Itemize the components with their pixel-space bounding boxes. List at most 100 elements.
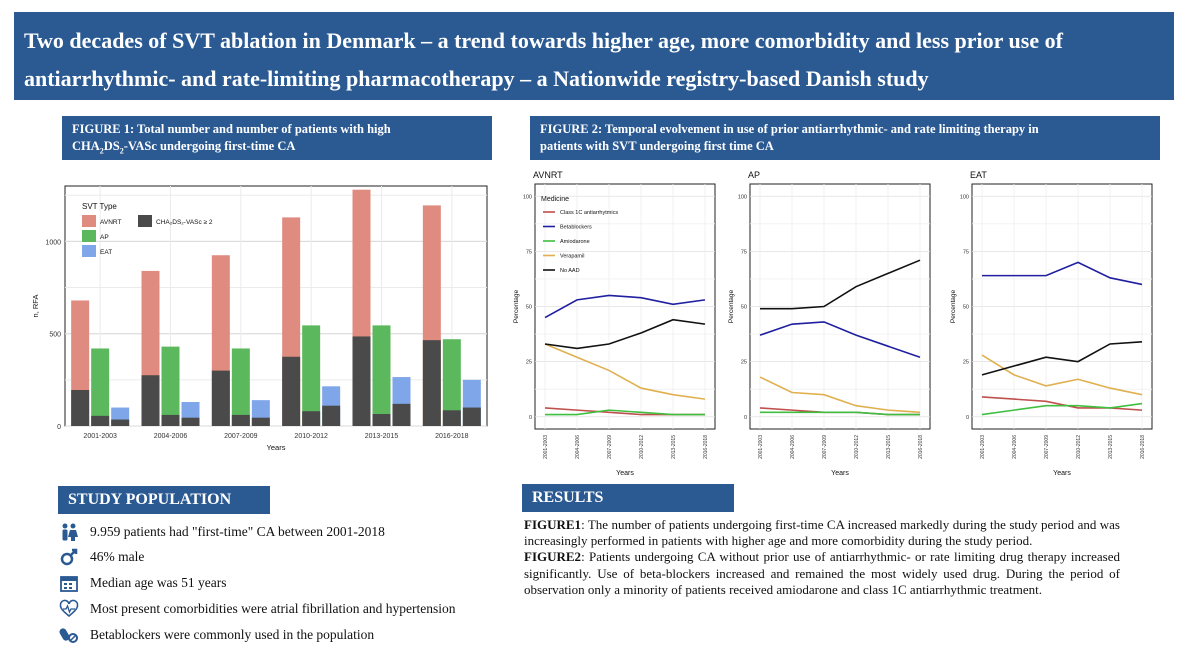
fig1-bar-cha-avnrt — [141, 375, 160, 426]
fig1-legend-title: SVT Type — [82, 202, 117, 211]
study-item-patients: 9.959 patients had "first-time" CA betwe… — [58, 520, 385, 544]
figure1-bar-chart: 0 500 1000 2001-2003 2004-2006 2007-2009 2010-… — [31, 185, 488, 452]
fig1-xtick-label: 2004-2006 — [154, 433, 188, 440]
fig2-ytick-label: 25 — [526, 360, 532, 366]
fig1-legend-label: AVNRT — [100, 219, 121, 226]
fig1-bar-cha-ap — [442, 410, 461, 426]
fig1-bar-cha-avnrt — [282, 356, 301, 426]
figure2-banner: FIGURE 2: Temporal evolvement in use of … — [530, 116, 1160, 160]
fig2-xlabel: Years — [831, 470, 849, 477]
figure2-banner-line2: patients with SVT undergoing first time … — [540, 139, 774, 153]
fig1-xtick-label: 2013-2015 — [365, 433, 399, 440]
fig2-legend-label: Class 1C antiarrhytmics — [560, 210, 618, 216]
fig2-xtick-label: 2013-2015 — [1108, 435, 1114, 459]
figure2-banner-line1: FIGURE 2: Temporal evolvement in use of … — [540, 122, 1039, 136]
fig1-legend-swatch-avnrt — [82, 215, 96, 227]
study-item-age: Median age was 51 years — [58, 571, 226, 595]
fig2-xtick-label: 2010-2012 — [854, 435, 860, 459]
fig1-ylabel: n, RFA — [31, 295, 40, 318]
fig2-line-betablockers — [544, 294, 706, 319]
fig1-legend-swatch-ap — [82, 230, 96, 242]
fig2-ytick-label: 100 — [523, 194, 532, 200]
fig2-xtick-label: 2007-2009 — [607, 435, 613, 459]
calendar-icon — [58, 572, 80, 594]
fig1-bar-cha-eat — [111, 419, 130, 426]
poster-title: Two decades of SVT ablation in Denmark –… — [14, 12, 1174, 100]
study-item-betablockers: Betablockers were commonly used in the p… — [58, 623, 374, 647]
fig2-legend-label: Verapamil — [560, 254, 584, 260]
fig2-xtick-label: 2004-2006 — [790, 435, 796, 459]
fig2-ytick-label: 100 — [738, 194, 747, 200]
fig2-xtick-label: 2010-2012 — [639, 435, 645, 459]
fig2-line-betablockers — [759, 321, 921, 358]
fig2-panel-ap: AP 0 25 50 75 100 2001-2003 2004-2006 2007-2009 2… — [728, 170, 931, 477]
fig2-line-class-1c-antiarrhytmics — [981, 396, 1143, 411]
results-paragraph-2: FIGURE2: Patients undergoing CA without … — [524, 549, 1120, 597]
fig2-legend-title: Medicine — [541, 196, 569, 203]
fig2-ytick-label: 75 — [741, 249, 747, 255]
fig2-line-verapamil — [759, 376, 921, 414]
study-item-comorbidities: Most present comorbidities were atrial f… — [58, 597, 456, 621]
fig2-xtick-label: 2013-2015 — [886, 435, 892, 459]
fig2-xtick-label: 2001-2003 — [980, 435, 986, 459]
fig2-line-verapamil — [544, 343, 706, 400]
fig2-line-amiodarone — [545, 409, 705, 416]
fig1-bar-ap — [442, 339, 461, 426]
fig2-panel-eat: EAT 0 25 50 75 100 2001-2003 2004-2006 2007-2009… — [950, 170, 1153, 477]
fig1-bar-cha-eat — [392, 403, 411, 426]
fig1-xlabel: Years — [267, 443, 286, 452]
fig2-line-amiodarone — [760, 411, 920, 416]
fig2-legend-label: Amiodarone — [560, 239, 590, 245]
fig1-ytick-label: 500 — [49, 332, 61, 339]
fig1-bar-ap — [91, 348, 110, 426]
fig1-xtick-label: 2010-2012 — [294, 433, 328, 440]
title-line-2: antiarrhythmic- and rate-limiting pharma… — [24, 66, 929, 91]
fig1-ytick-label: 1000 — [45, 239, 61, 246]
fig2-legend-label: No AAD — [560, 268, 580, 274]
fig1-legend-label: EAT — [100, 249, 112, 256]
fig1-bar-cha-eat — [462, 407, 481, 426]
fig2-panel-title: EAT — [970, 170, 987, 180]
fig2-ylabel: Percentage — [728, 289, 735, 323]
fig2-xlabel: Years — [1053, 470, 1071, 477]
heart-icon — [58, 598, 80, 620]
fig2-ytick-label: 0 — [529, 415, 532, 421]
fig1-bar-cha-ap — [231, 414, 250, 426]
fig1-plot-frame — [64, 185, 488, 427]
fig2-xtick-label: 2001-2003 — [758, 435, 764, 459]
study-item-text: 46% male — [90, 549, 145, 564]
study-population-heading: STUDY POPULATION — [58, 486, 270, 514]
fig2-xlabel: Years — [616, 470, 634, 477]
fig2-xtick-label: 2007-2009 — [822, 435, 828, 459]
results-text: FIGURE1: The number of patients undergoi… — [524, 517, 1120, 598]
fig1-legend-swatch-cha — [138, 215, 152, 227]
fig2-line-betablockers — [982, 261, 1143, 286]
fig2-panel-title: AVNRT — [533, 170, 563, 180]
fig1-legend-label: AP — [100, 234, 109, 241]
gender-icon — [58, 546, 80, 568]
fig2-ytick-label: 50 — [741, 305, 747, 311]
fig2-line-amiodarone — [981, 402, 1143, 416]
figure1-banner-line2: CHA2DS2-VASc undergoing first-time CA — [72, 139, 296, 156]
fig1-bar-cha-eat — [322, 405, 341, 426]
fig2-ytick-label: 50 — [963, 305, 969, 311]
fig2-line-no-aad — [544, 318, 706, 350]
fig2-ytick-label: 100 — [960, 194, 969, 200]
fig2-xtick-label: 2013-2015 — [671, 435, 677, 459]
fig2-ytick-label: 0 — [744, 415, 747, 421]
study-item-text: Betablockers were commonly used in the p… — [90, 627, 375, 642]
figure1-banner-line1: FIGURE 1: Total number and number of pat… — [72, 122, 391, 136]
fig1-bar-ap — [161, 346, 180, 426]
people-icon — [58, 521, 80, 543]
study-item-text: Most present comorbidities were atrial f… — [90, 601, 456, 616]
fig1-bar-cha-ap — [372, 414, 391, 426]
fig1-legend-label: CHA₂DS₂-VASc ≥ 2 — [156, 219, 213, 226]
fig2-ytick-label: 25 — [741, 360, 747, 366]
fig2-line-verapamil — [981, 354, 1143, 396]
fig1-bar-cha-ap — [302, 411, 321, 426]
fig2-ytick-label: 75 — [526, 249, 532, 255]
study-item-male: 46% male — [58, 545, 144, 569]
fig2-xtick-label: 2010-2012 — [1076, 435, 1082, 459]
fig1-legend-swatch-eat — [82, 245, 96, 257]
fig2-line-no-aad — [760, 259, 921, 310]
